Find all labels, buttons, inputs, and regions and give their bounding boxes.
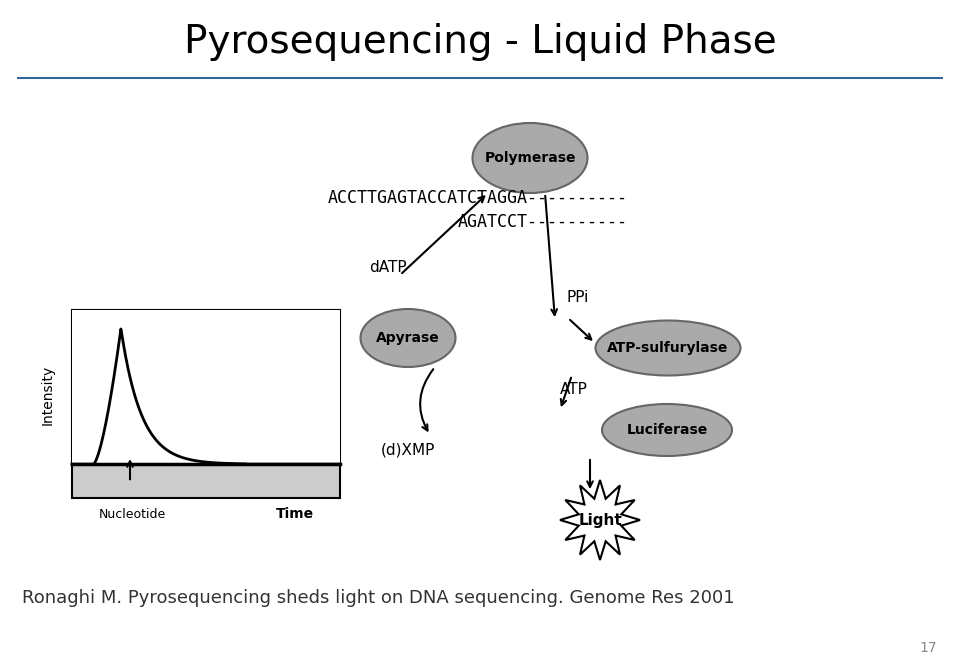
Text: Time: Time — [276, 507, 314, 521]
Ellipse shape — [602, 404, 732, 456]
Text: Intensity: Intensity — [41, 365, 55, 425]
Text: Pyrosequencing - Liquid Phase: Pyrosequencing - Liquid Phase — [183, 23, 777, 61]
Ellipse shape — [472, 123, 588, 193]
Text: 17: 17 — [919, 641, 937, 655]
Text: ACCTTGAGTACCATCTAGGA----------: ACCTTGAGTACCATCTAGGA---------- — [328, 189, 628, 207]
Text: Nucleotide: Nucleotide — [98, 508, 166, 520]
Bar — [72, 310, 340, 498]
Text: PPi: PPi — [566, 291, 588, 305]
Text: Light: Light — [578, 512, 622, 528]
Text: dATP: dATP — [370, 261, 407, 275]
Text: (d)XMP: (d)XMP — [381, 442, 435, 457]
Text: ATP: ATP — [560, 383, 588, 397]
Text: ATP-sulfurylase: ATP-sulfurylase — [608, 341, 729, 355]
Bar — [72, 310, 340, 464]
Polygon shape — [560, 480, 640, 560]
Text: Apyrase: Apyrase — [376, 331, 440, 345]
Ellipse shape — [361, 309, 455, 367]
Text: Polymerase: Polymerase — [484, 151, 576, 165]
Text: Ronaghi M. Pyrosequencing sheds light on DNA sequencing. Genome Res 2001: Ronaghi M. Pyrosequencing sheds light on… — [22, 589, 734, 607]
Text: AGATCCT----------: AGATCCT---------- — [458, 213, 628, 231]
Ellipse shape — [595, 320, 740, 375]
Text: Luciferase: Luciferase — [626, 423, 708, 437]
